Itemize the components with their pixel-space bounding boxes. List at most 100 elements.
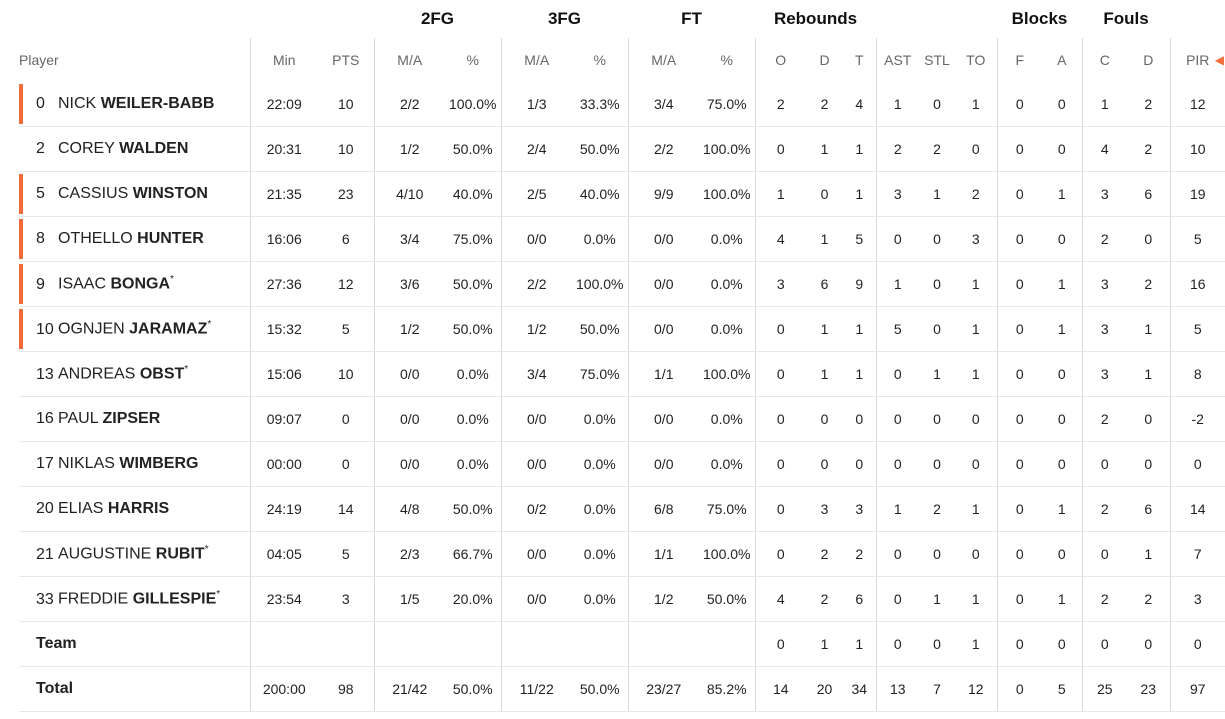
col-header-foul-d[interactable]: D — [1143, 52, 1154, 68]
stat-ft-pct: 75.0% — [699, 82, 755, 127]
player-cell[interactable]: 16 PAUL ZIPSER — [19, 396, 250, 442]
stat-reb-t: 0 — [843, 396, 876, 442]
stat-blk-f: 0 — [996, 441, 1042, 487]
stat-foul-d: 1 — [1127, 531, 1170, 577]
stat-min: 21:35 — [249, 171, 318, 217]
player-first-name: OGNJEN — [58, 320, 125, 338]
player-cell[interactable]: 2 COREY WALDEN — [19, 126, 250, 172]
col-header-3fg-pct[interactable]: % — [593, 52, 606, 68]
stat-fg3-ma: 0/0 — [500, 576, 572, 622]
player-cell[interactable]: 33 FREDDIE GILLESPIE* — [19, 576, 250, 622]
stat-reb-d: 20 — [806, 666, 843, 712]
stat-reb-t: 6 — [843, 576, 876, 622]
col-header-min[interactable]: Min — [249, 38, 318, 82]
col-header-pir[interactable]: PIR — [1169, 38, 1225, 82]
group-fouls: Fouls — [1103, 9, 1149, 28]
stat-reb-o: 4 — [754, 216, 806, 262]
player-cell[interactable]: 20 ELIAS HARRIS — [19, 486, 250, 532]
player-cell[interactable]: 5 CASSIUS WINSTON — [19, 171, 250, 217]
col-header-player[interactable]: Player — [19, 52, 59, 68]
player-first-name: CASSIUS — [58, 185, 129, 202]
col-header-blk-a[interactable]: A — [1057, 52, 1067, 68]
stat-ft-ma: 0/0 — [627, 306, 699, 352]
stat-fg2-ma: 2/3 — [373, 531, 445, 577]
col-header-stl[interactable]: STL — [924, 52, 950, 68]
column-header-row: Player Min PTS M/A % M/A % M/A % O D T A… — [19, 38, 1225, 82]
starter-indicator — [19, 174, 23, 214]
stat-fg3-pct: 0.0% — [572, 216, 628, 262]
stat-foul-c: 4 — [1081, 126, 1127, 172]
stat-min: 15:06 — [249, 351, 318, 397]
stat-to: 0 — [955, 441, 997, 487]
stat-fg3-pct: 0.0% — [572, 576, 628, 622]
chevron-left-icon[interactable]: ◀ — [1214, 53, 1224, 67]
player-cell[interactable]: 9 ISAAC BONGA* — [19, 261, 250, 307]
player-cell[interactable]: 13 ANDREAS OBST* — [19, 351, 250, 397]
player-number: 2 — [36, 140, 45, 157]
stat-pts: 5 — [318, 531, 374, 577]
table-row: 33 FREDDIE GILLESPIE* 23:54 3 1/5 20.0% 0/0 0.0… — [19, 576, 1225, 622]
player-cell[interactable]: 8 OTHELLO HUNTER — [19, 216, 250, 262]
col-header-to[interactable]: TO — [966, 52, 986, 68]
stat-fg2-ma: 3/6 — [373, 261, 445, 307]
total-row-label: Total — [36, 680, 74, 697]
stat-reb-t: 5 — [843, 216, 876, 262]
stat-fg2-pct: 20.0% — [445, 576, 501, 622]
col-header-reb-t[interactable]: T — [854, 52, 864, 68]
stat-blk-f: 0 — [996, 171, 1042, 217]
stat-foul-d: 23 — [1127, 666, 1170, 712]
stat-fg2-ma: 4/10 — [373, 171, 445, 217]
col-header-2fg-ma[interactable]: M/A — [373, 38, 445, 82]
stat-ft-ma: 2/2 — [627, 126, 699, 172]
stat-foul-d: 2 — [1127, 576, 1170, 622]
col-header-ft-ma[interactable]: M/A — [627, 38, 699, 82]
stat-to: 0 — [955, 396, 997, 442]
stat-fg2-pct: 50.0% — [445, 306, 501, 352]
stat-foul-c: 3 — [1081, 261, 1127, 307]
stat-fg2-pct: 40.0% — [445, 171, 501, 217]
player-cell[interactable]: 21 AUGUSTINE RUBIT* — [19, 531, 250, 577]
col-header-3fg-ma[interactable]: M/A — [500, 38, 572, 82]
player-first-name: ISAAC — [58, 275, 107, 293]
player-last-name: HARRIS — [107, 500, 170, 517]
col-header-foul-c[interactable]: C — [1081, 38, 1127, 82]
stat-to: 1 — [955, 351, 997, 397]
col-header-2fg-pct[interactable]: % — [466, 52, 479, 68]
stat-blk-a: 0 — [1042, 396, 1082, 442]
col-header-reb-d[interactable]: D — [819, 52, 830, 68]
stat-reb-t: 2 — [843, 531, 876, 577]
player-cell[interactable]: 0 NICK WEILER-BABB — [19, 82, 250, 127]
stat-reb-o: 3 — [754, 261, 806, 307]
player-first-name: OTHELLO — [58, 230, 133, 247]
player-last-name: BONGA — [110, 275, 171, 293]
stat-to: 1 — [955, 82, 997, 127]
col-header-reb-o[interactable]: O — [754, 38, 806, 82]
player-cell[interactable]: 17 NIKLAS WIMBERG — [19, 441, 250, 487]
stat-pts: 6 — [318, 216, 374, 262]
col-header-blk-f[interactable]: F — [996, 38, 1042, 82]
stat-fg3-pct: 40.0% — [572, 171, 628, 217]
stat-stl: 7 — [919, 666, 955, 712]
stat-ast: 1 — [875, 261, 919, 307]
stat-fg2-ma: 1/2 — [373, 126, 445, 172]
stat-reb-o: 1 — [754, 171, 806, 217]
stat-blk-f: 0 — [996, 82, 1042, 127]
stat-blk-a: 1 — [1042, 576, 1082, 622]
stat-pir: 8 — [1169, 351, 1225, 397]
col-header-ast[interactable]: AST — [875, 38, 919, 82]
stat-foul-c: 0 — [1081, 621, 1127, 667]
stat-foul-d: 2 — [1127, 261, 1170, 307]
table-row: 2 COREY WALDEN 20:31 10 1/2 50.0% 2/4 50.0% 2/2 1… — [19, 126, 1225, 172]
stat-reb-o: 0 — [754, 441, 806, 487]
stat-blk-f: 0 — [996, 576, 1042, 622]
stat-to: 12 — [955, 666, 997, 712]
stat-ft-pct: 100.0% — [699, 531, 755, 577]
player-first-name: COREY — [58, 140, 115, 157]
stat-reb-o: 2 — [754, 82, 806, 127]
player-mark: * — [216, 589, 221, 601]
player-cell[interactable]: 10 OGNJEN JARAMAZ* — [19, 306, 250, 352]
stat-foul-c: 2 — [1081, 216, 1127, 262]
col-header-pts[interactable]: PTS — [332, 52, 360, 68]
col-header-ft-pct[interactable]: % — [720, 52, 733, 68]
stat-ast: 0 — [875, 621, 919, 667]
